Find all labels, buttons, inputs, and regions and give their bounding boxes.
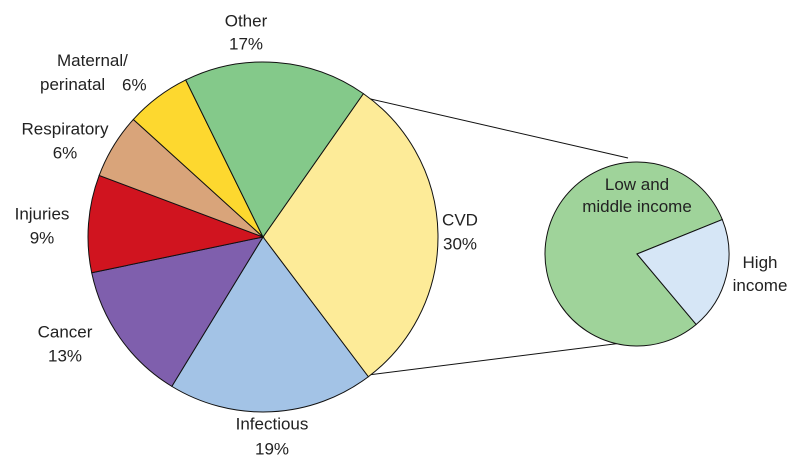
- value-label: 13%: [48, 346, 82, 365]
- pie-slice: [171, 236, 370, 413]
- value-label: 6%: [53, 143, 78, 162]
- value-label: 17%: [229, 34, 263, 53]
- slice-label: Injuries: [15, 204, 70, 223]
- pies: CVD 30% Infectious 19% Cancer 13% Injuries 9% Re…: [15, 11, 788, 458]
- value-label: 6%: [122, 75, 147, 94]
- slice-label: High income: [733, 253, 788, 295]
- value-label: 30%: [443, 234, 477, 253]
- pie-slice: [636, 218, 730, 326]
- pie-slice: [185, 61, 365, 238]
- pie-slice: [91, 236, 265, 388]
- slice-label: Respiratory: [22, 119, 109, 138]
- pie-slice: [544, 161, 723, 347]
- value-label: 9%: [30, 228, 55, 247]
- slice-label: Infectious: [236, 414, 309, 433]
- pie-slice: [262, 92, 439, 378]
- slice-label: Other: [225, 11, 268, 30]
- slice-label: Low and middle income: [582, 175, 692, 216]
- pie-slice: [87, 174, 265, 274]
- connector-line: [361, 96, 629, 159]
- slice-label: Cancer: [38, 322, 93, 341]
- connector-line: [367, 337, 663, 376]
- value-label: 19%: [255, 439, 289, 458]
- slice-label: CVD: [442, 210, 478, 229]
- slice-label: Maternal/perinatal: [40, 51, 128, 94]
